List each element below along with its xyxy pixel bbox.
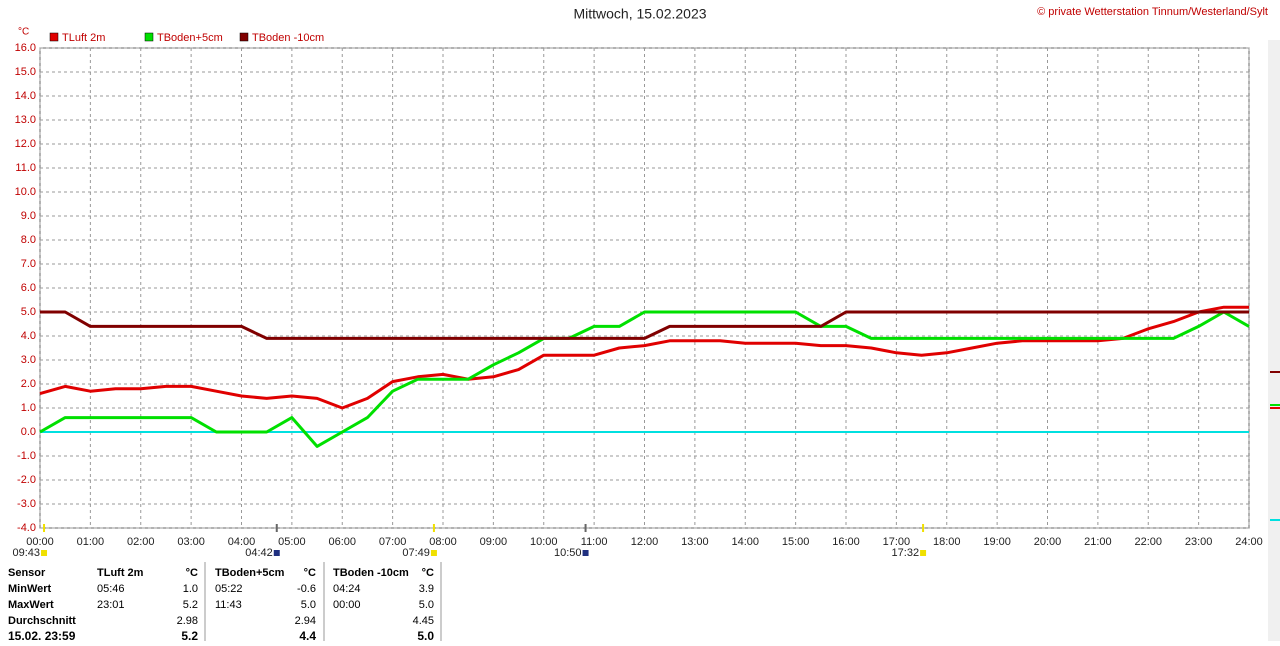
x-tick-label: 04:00 bbox=[228, 536, 256, 548]
table-cell: 4.4 bbox=[299, 629, 316, 641]
annotation-label: 04:42 bbox=[245, 547, 273, 559]
y-tick-label: 2.0 bbox=[21, 378, 36, 390]
x-tick-label: 13:00 bbox=[681, 536, 709, 548]
x-tick-label: 08:00 bbox=[429, 536, 457, 548]
legend-label: TBoden+5cm bbox=[157, 32, 223, 44]
table-cell: 15.02. 23:59 bbox=[8, 629, 76, 641]
legend-label: TBoden -10cm bbox=[252, 32, 324, 44]
x-tick-label: 18:00 bbox=[933, 536, 961, 548]
y-tick-label: 5.0 bbox=[21, 306, 36, 318]
y-tick-label: 4.0 bbox=[21, 330, 36, 342]
data-line bbox=[39, 305, 1249, 410]
x-tick-label: 12:00 bbox=[631, 536, 659, 548]
y-unit: °C bbox=[18, 27, 29, 38]
side-panel bbox=[1268, 40, 1280, 641]
table-cell: 00:00 bbox=[333, 599, 361, 611]
data-line bbox=[40, 310, 1249, 340]
table-cell: 05:46 bbox=[97, 583, 125, 595]
y-tick-label: 3.0 bbox=[21, 354, 36, 366]
x-tick-label: 07:00 bbox=[379, 536, 407, 548]
annotation-label: 07:49 bbox=[402, 547, 430, 559]
y-tick-label: 14.0 bbox=[15, 90, 36, 102]
annotation-marker bbox=[41, 550, 48, 556]
y-tick-label: 1.0 bbox=[21, 402, 36, 414]
x-tick-label: 24:00 bbox=[1235, 536, 1263, 548]
legend-swatch bbox=[144, 32, 154, 42]
table-cell: -0.6 bbox=[297, 583, 316, 595]
table-cell: 5.0 bbox=[301, 599, 316, 611]
x-tick-label: 22:00 bbox=[1134, 536, 1162, 548]
chart-title: Mittwoch, 15.02.2023 bbox=[573, 6, 706, 22]
table-header: Sensor bbox=[8, 567, 46, 579]
annotation-marker bbox=[582, 550, 589, 556]
y-tick-label: 12.0 bbox=[15, 138, 36, 150]
y-tick-label: 11.0 bbox=[15, 162, 36, 174]
y-tick-label: -4.0 bbox=[17, 522, 36, 534]
table-header: °C bbox=[422, 567, 434, 579]
annotation-marker bbox=[430, 550, 437, 556]
x-tick-label: 00:00 bbox=[26, 536, 54, 548]
table-cell: 3.9 bbox=[419, 583, 434, 595]
credit: © private Wetterstation Tinnum/Westerlan… bbox=[1037, 6, 1268, 18]
annotation-marker bbox=[920, 550, 927, 556]
x-tick-label: 10:00 bbox=[530, 536, 558, 548]
table-cell: 11:43 bbox=[215, 599, 242, 611]
legend-swatch bbox=[49, 32, 59, 42]
table-cell: 5.2 bbox=[183, 599, 198, 611]
table-cell: 2.94 bbox=[295, 615, 316, 627]
table-header: °C bbox=[304, 567, 316, 579]
x-tick-label: 06:00 bbox=[328, 536, 356, 548]
y-tick-label: -1.0 bbox=[17, 450, 36, 462]
x-tick-label: 23:00 bbox=[1185, 536, 1213, 548]
x-tick-label: 05:00 bbox=[278, 536, 306, 548]
y-tick-label: -2.0 bbox=[17, 474, 36, 486]
table-cell: 2.98 bbox=[177, 615, 198, 627]
x-tick-label: 01:00 bbox=[77, 536, 105, 548]
y-tick-label: 10.0 bbox=[15, 186, 36, 198]
y-tick-label: 15.0 bbox=[15, 66, 36, 78]
y-tick-label: -3.0 bbox=[17, 498, 36, 510]
table-cell: 23:01 bbox=[97, 599, 125, 611]
table-cell: 5.0 bbox=[417, 629, 434, 641]
table-cell: 4.45 bbox=[413, 615, 434, 627]
table-cell: MinWert bbox=[8, 583, 52, 595]
legend-label: TLuft 2m bbox=[62, 32, 105, 44]
annotation-label: 10:50 bbox=[554, 547, 582, 559]
y-tick-label: 8.0 bbox=[21, 234, 36, 246]
y-tick-label: 6.0 bbox=[21, 282, 36, 294]
legend-swatch bbox=[239, 32, 249, 42]
annotation-label: 17:32 bbox=[892, 547, 920, 559]
x-tick-label: 19:00 bbox=[983, 536, 1011, 548]
table-cell: 5.2 bbox=[181, 629, 198, 641]
x-tick-label: 16:00 bbox=[832, 536, 860, 548]
x-tick-label: 20:00 bbox=[1034, 536, 1062, 548]
x-tick-label: 11:00 bbox=[581, 536, 608, 548]
annotation-label: 09:43 bbox=[12, 547, 40, 559]
table-cell: Durchschnitt bbox=[8, 615, 76, 627]
x-tick-label: 03:00 bbox=[177, 536, 205, 548]
table-header: TBoden -10cm bbox=[333, 567, 409, 579]
table-header: TBoden+5cm bbox=[215, 567, 285, 579]
table-cell: 1.0 bbox=[183, 583, 198, 595]
x-tick-label: 21:00 bbox=[1084, 536, 1112, 548]
table-cell: MaxWert bbox=[8, 599, 54, 611]
y-tick-label: 0.0 bbox=[21, 426, 36, 438]
table-cell: 05:22 bbox=[215, 583, 243, 595]
table-cell: 04:24 bbox=[333, 583, 361, 595]
x-tick-label: 17:00 bbox=[883, 536, 911, 548]
x-tick-label: 09:00 bbox=[480, 536, 508, 548]
annotation-marker bbox=[273, 550, 280, 556]
data-line bbox=[39, 310, 1250, 448]
y-tick-label: 16.0 bbox=[15, 42, 36, 54]
y-tick-label: 7.0 bbox=[21, 258, 36, 270]
table-header: TLuft 2m bbox=[97, 567, 144, 579]
x-tick-label: 15:00 bbox=[782, 536, 810, 548]
y-tick-label: 9.0 bbox=[21, 210, 36, 222]
x-tick-label: 02:00 bbox=[127, 536, 155, 548]
table-cell: 5.0 bbox=[419, 599, 434, 611]
table-header: °C bbox=[186, 567, 198, 579]
x-tick-label: 14:00 bbox=[731, 536, 759, 548]
y-tick-label: 13.0 bbox=[15, 114, 36, 126]
